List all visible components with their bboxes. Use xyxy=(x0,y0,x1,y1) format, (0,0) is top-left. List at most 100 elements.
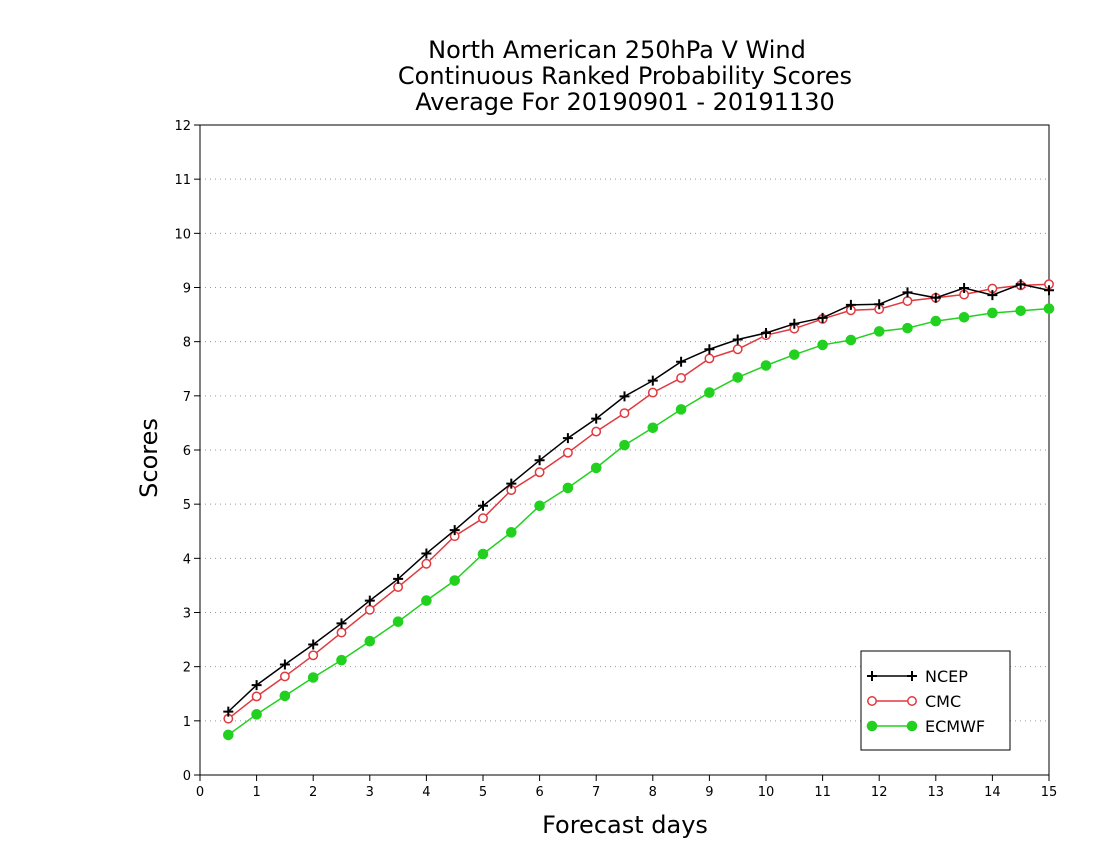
ncep-line xyxy=(227,283,1050,713)
ecmwf-point xyxy=(251,709,262,720)
ecmwf-point xyxy=(647,422,659,434)
y-tick-label: 3 xyxy=(183,607,191,622)
y-tick-label: 9 xyxy=(183,282,191,297)
y-tick-label: 11 xyxy=(174,173,191,188)
legend-item-ncep: NCEP xyxy=(867,667,968,686)
x-tick-label: 15 xyxy=(1041,785,1058,800)
y-tick-label: 0 xyxy=(183,769,191,784)
legend: NCEP CMC ECMWF xyxy=(860,650,1011,751)
ecmwf-point xyxy=(930,315,942,327)
cmc-point xyxy=(732,344,743,355)
ncep-point xyxy=(704,344,715,355)
ncep-point xyxy=(619,391,630,402)
legend-label-cmc: CMC xyxy=(925,692,961,711)
ncep-point xyxy=(987,290,998,301)
y-tick-label: 2 xyxy=(183,661,191,676)
cmc-point xyxy=(251,691,262,702)
x-tick-label: 2 xyxy=(309,785,317,800)
y-tick-label: 7 xyxy=(183,390,191,405)
cmc-point xyxy=(279,671,290,682)
ecmwf-point xyxy=(590,462,602,474)
ncep-point xyxy=(789,318,800,329)
legend-label-ncep: NCEP xyxy=(925,667,968,686)
x-tick-label: 7 xyxy=(592,785,600,800)
series-ncep xyxy=(223,279,1054,717)
ecmwf-point xyxy=(534,500,545,512)
legend-item-cmc: CMC xyxy=(867,692,961,711)
ncep-point xyxy=(676,356,687,367)
ncep-point xyxy=(647,375,658,386)
series-layer xyxy=(223,279,1055,741)
legend-marker xyxy=(866,720,878,732)
ncep-point xyxy=(817,312,828,323)
cmc-point xyxy=(704,353,715,364)
ecmwf-point xyxy=(987,307,998,319)
x-tick-label: 12 xyxy=(871,785,888,800)
x-tick-label: 9 xyxy=(705,785,713,800)
ecmwf-point xyxy=(223,729,234,741)
ncep-point xyxy=(506,478,517,489)
ncep-point xyxy=(761,328,771,338)
cmc-point xyxy=(393,582,404,592)
ecmwf-point xyxy=(732,372,744,383)
ecmwf-point xyxy=(506,527,517,538)
ncep-point xyxy=(1044,285,1054,296)
title-line-3: Average For 20190901 - 20191130 xyxy=(415,88,835,116)
ecmwf-point xyxy=(845,334,857,346)
y-tick-label: 12 xyxy=(174,119,191,134)
ecmwf-point xyxy=(902,322,913,334)
x-tick-label: 8 xyxy=(649,785,657,800)
x-axis-label: Forecast days xyxy=(542,811,708,839)
ncep-point xyxy=(279,659,290,670)
ecmwf-point xyxy=(1043,303,1055,314)
ecmwf-point xyxy=(958,311,970,323)
legend-marker xyxy=(906,720,918,732)
ecmwf-point xyxy=(392,616,404,628)
cmc-point xyxy=(421,558,432,569)
ncep-point xyxy=(449,525,460,536)
cmc-point xyxy=(478,513,488,524)
cmc-point xyxy=(647,387,658,398)
ncep-point xyxy=(534,455,545,466)
legend-item-ecmwf: ECMWF xyxy=(866,717,985,736)
ecmwf-point xyxy=(307,672,319,683)
y-tick-label: 5 xyxy=(183,498,191,513)
ecmwf-point xyxy=(619,439,630,451)
ecmwf-point xyxy=(1015,305,1027,317)
ncep-point xyxy=(591,413,602,424)
x-tick-label: 14 xyxy=(984,785,1001,800)
ncep-point xyxy=(478,500,488,511)
x-tick-label: 4 xyxy=(422,785,430,800)
y-tick-label: 10 xyxy=(174,227,191,242)
ecmwf-point xyxy=(279,690,291,702)
y-tick-label: 8 xyxy=(183,336,191,351)
cmc-point xyxy=(619,408,630,419)
ncep-point xyxy=(845,299,856,310)
legend-marker xyxy=(867,696,877,706)
ncep-point xyxy=(902,287,913,298)
ecmwf-point xyxy=(562,482,574,494)
cmc-point xyxy=(534,467,545,478)
ecmwf-point xyxy=(421,595,432,606)
ncep-point xyxy=(421,548,432,559)
ecmwf-point xyxy=(704,387,715,398)
ecmwf-point xyxy=(760,360,772,371)
ecmwf-point xyxy=(449,575,461,586)
chart-title: North American 250hPa V Wind Continuous … xyxy=(398,36,852,116)
legend-marker xyxy=(907,696,917,706)
ncep-point xyxy=(562,433,573,444)
ncep-point xyxy=(364,595,375,606)
legend-marker xyxy=(867,671,877,681)
x-tick-label: 10 xyxy=(758,785,775,800)
ecmwf-point xyxy=(789,349,800,360)
ecmwf-point xyxy=(675,404,687,415)
cmc-point xyxy=(336,627,347,638)
series-ecmwf xyxy=(223,303,1055,741)
ncep-point xyxy=(308,639,319,650)
x-tick-label: 6 xyxy=(535,785,543,800)
x-tick-label: 11 xyxy=(814,785,831,800)
ncep-point xyxy=(959,283,970,294)
x-tick-label: 1 xyxy=(252,785,260,800)
